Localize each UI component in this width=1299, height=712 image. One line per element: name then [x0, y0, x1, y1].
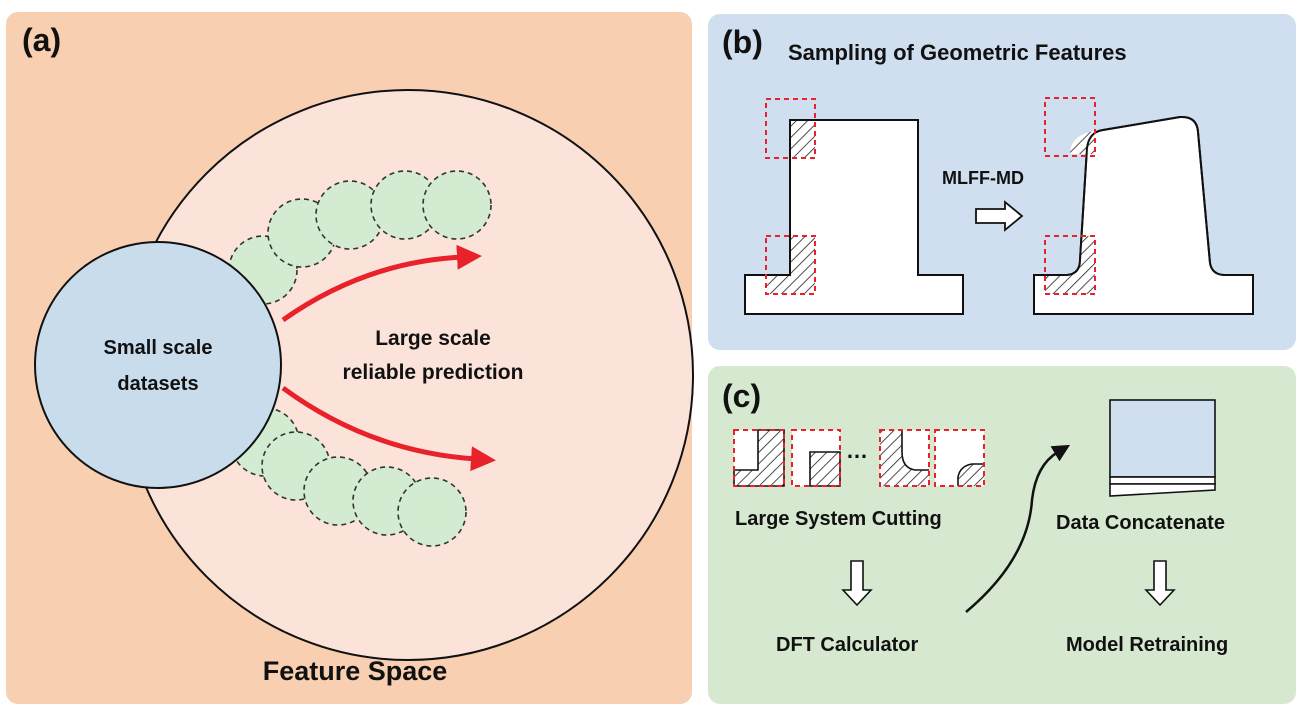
concatenated-data-box	[1109, 399, 1216, 497]
cut-tile	[791, 429, 841, 487]
sample-circle	[397, 477, 467, 547]
small-dataset-line2: datasets	[117, 373, 199, 395]
cut-tile	[733, 429, 785, 487]
panel-a-label: (a)	[22, 22, 62, 58]
feature-space-title: Feature Space	[262, 656, 448, 686]
tile-ellipsis: …	[846, 438, 868, 463]
cutting-label: Large System Cutting	[735, 508, 942, 530]
mlff-md-label: MLFF-MD	[942, 168, 1024, 188]
cut-tile	[879, 429, 930, 487]
large-scale-line2: reliable prediction	[342, 361, 524, 384]
small-dataset-label: Small scale datasets	[78, 330, 238, 402]
model-retraining-label: Model Retraining	[1066, 634, 1229, 656]
cut-tile	[934, 429, 985, 487]
lower-sample-circles	[230, 407, 467, 547]
cut-tiles	[733, 429, 985, 487]
small-dataset-circle	[34, 241, 282, 489]
hollow-arrow-mlff	[975, 200, 1024, 232]
panel-c-label: (c)	[722, 378, 762, 414]
down-arrow-right	[1144, 560, 1176, 607]
down-arrow-left	[841, 560, 873, 607]
small-dataset-line1: Small scale	[103, 337, 213, 359]
data-concatenate-label: Data Concatenate	[1056, 512, 1225, 534]
curved-black-arrow	[965, 444, 1071, 613]
panel-b-label: (b)	[722, 24, 763, 60]
large-scale-label: Large scale reliable prediction	[318, 322, 548, 390]
panel-b-title: Sampling of Geometric Features	[788, 40, 1127, 65]
upper-red-arrow	[281, 244, 482, 323]
upper-sample-circles	[228, 170, 492, 305]
sample-box-bottom-left	[765, 235, 816, 295]
lower-red-arrow	[281, 385, 496, 472]
large-scale-line1: Large scale	[375, 327, 491, 350]
hatched-corner-bottom	[1045, 236, 1095, 294]
sample-circle	[422, 170, 492, 240]
dft-calculator-label: DFT Calculator	[776, 634, 919, 656]
hatched-region-top	[790, 120, 815, 158]
hatched-corner-top	[1070, 131, 1095, 154]
